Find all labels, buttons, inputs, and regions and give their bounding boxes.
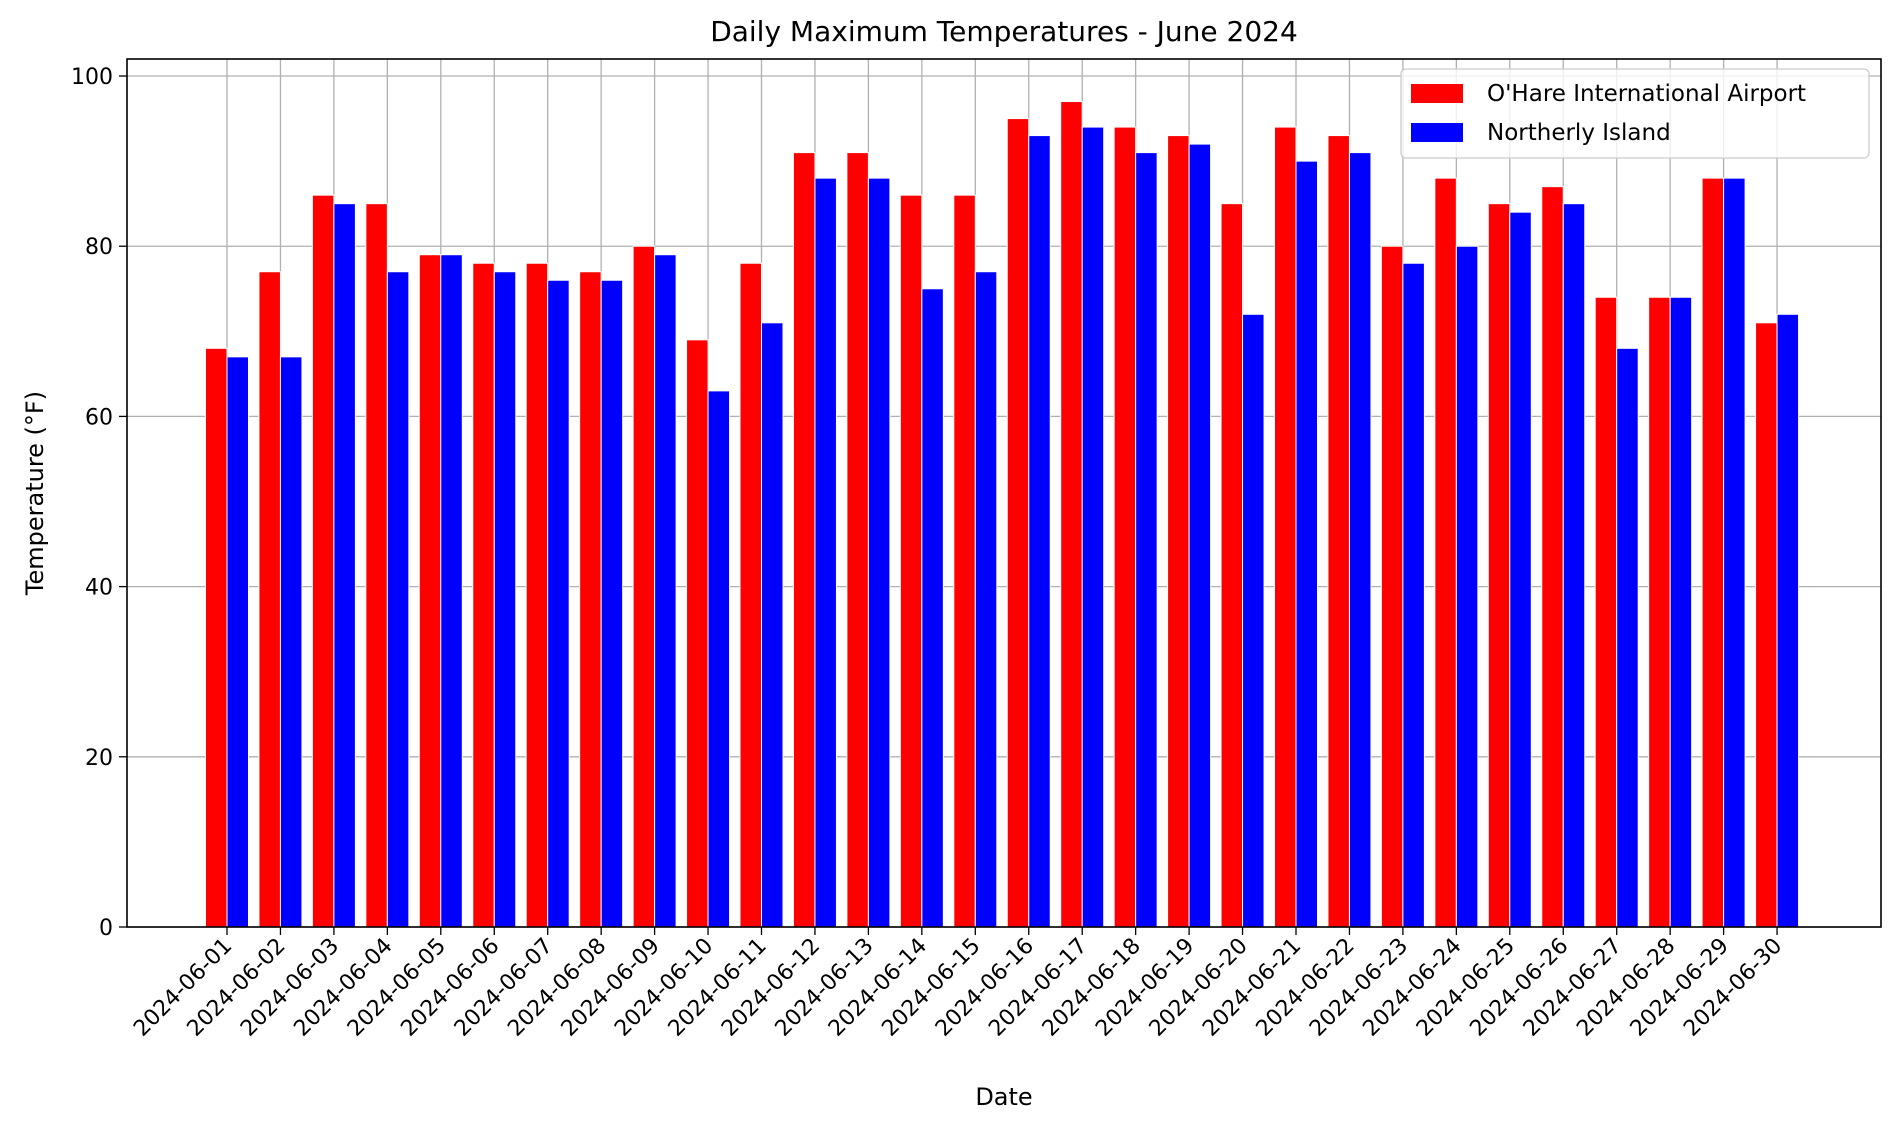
- x-axis-label: Date: [975, 1083, 1032, 1111]
- legend-label-ohare: O'Hare International Airport: [1487, 81, 1806, 107]
- northerly-island-bar: [1669, 296, 1693, 928]
- y-tick-label: 40: [85, 576, 113, 601]
- northerly-island-bar: [493, 271, 517, 928]
- ohare-bar: [205, 347, 228, 928]
- northerly-island-bar: [974, 271, 998, 928]
- ohare-bar: [632, 245, 656, 928]
- northerly-island-bar: [1402, 262, 1425, 928]
- northerly-island-bar: [707, 390, 731, 928]
- ohare-bar: [1220, 203, 1244, 928]
- ohare-bar: [953, 194, 976, 928]
- ohare-bar: [792, 152, 816, 928]
- northerly-island-bar: [1562, 203, 1586, 928]
- ohare-bar: [1434, 177, 1457, 928]
- ohare-bar: [1541, 186, 1564, 928]
- northerly-island-bar: [761, 322, 784, 928]
- y-axis-label: Temperature (°F): [21, 391, 49, 596]
- ohare-bar: [1487, 203, 1511, 928]
- ohare-bar: [1380, 245, 1404, 928]
- northerly-island-bar: [1455, 245, 1479, 928]
- ohare-bar: [1701, 177, 1725, 928]
- ohare-bar: [686, 339, 709, 928]
- ohare-bar: [365, 203, 388, 928]
- northerly-island-bar: [279, 356, 303, 928]
- northerly-island-bar: [921, 288, 944, 928]
- plot-frame: [126, 58, 1882, 928]
- legend-swatch-northerly-island: [1411, 123, 1463, 142]
- northerly-island-bar: [1081, 126, 1105, 928]
- northerly-island-bar: [226, 356, 249, 928]
- y-tick-label: 0: [99, 916, 113, 941]
- ohare-bar: [1167, 135, 1190, 928]
- northerly-island-bar: [1028, 135, 1051, 928]
- ohare-bar: [311, 194, 335, 928]
- northerly-island-bar: [1723, 177, 1746, 928]
- northerly-island-bar: [1295, 160, 1318, 928]
- legend: O'Hare International Airport Northerly Is…: [1400, 68, 1870, 159]
- northerly-island-bar: [333, 203, 356, 928]
- ohare-bar: [1060, 101, 1083, 928]
- ohare-bar: [258, 271, 281, 928]
- chart-title: Daily Maximum Temperatures - June 2024: [710, 15, 1298, 48]
- y-tick-label: 80: [85, 235, 113, 260]
- northerly-island-bar: [1616, 347, 1639, 928]
- northerly-island-bar: [1348, 152, 1372, 928]
- ohare-bar: [1594, 296, 1618, 928]
- ohare-bar: [418, 254, 442, 928]
- ohare-bar: [899, 194, 923, 928]
- ohare-bar: [846, 152, 869, 928]
- northerly-island-bar: [1242, 313, 1265, 928]
- northerly-island-bar: [867, 177, 891, 928]
- y-tick-label: 60: [85, 405, 113, 430]
- northerly-island-bar: [386, 271, 410, 928]
- legend-box: [1400, 68, 1870, 159]
- ohare-bar: [1327, 135, 1350, 928]
- y-tick-label: 100: [71, 65, 113, 90]
- legend-swatch-ohare: [1411, 84, 1463, 103]
- northerly-island-bar: [600, 279, 624, 928]
- ohare-bar: [1755, 322, 1778, 928]
- northerly-island-bar: [1509, 211, 1532, 928]
- northerly-island-bar: [1776, 313, 1800, 928]
- ohare-bar: [1113, 126, 1137, 928]
- ohare-bar: [1006, 118, 1030, 928]
- y-tick-label: 20: [85, 746, 113, 771]
- ohare-bar: [472, 262, 495, 928]
- ohare-bar: [579, 271, 602, 928]
- y-axis-ticks: 0 20 40 60 80 100: [71, 65, 127, 941]
- ohare-bar: [1648, 296, 1671, 928]
- ohare-bar: [1274, 126, 1297, 928]
- ohare-bar: [739, 262, 762, 928]
- northerly-island-bar: [1135, 152, 1158, 928]
- northerly-island-bar: [814, 177, 837, 928]
- northerly-island-bar: [654, 254, 677, 928]
- northerly-island-bar: [1188, 143, 1212, 928]
- bars: [205, 101, 1800, 928]
- ohare-bar: [525, 262, 549, 928]
- x-axis-ticks: 2024-06-012024-06-022024-06-032024-06-04…: [129, 927, 1787, 1042]
- northerly-island-bar: [547, 279, 570, 928]
- northerly-island-bar: [440, 254, 463, 928]
- legend-label-northerly-island: Northerly Island: [1487, 120, 1671, 146]
